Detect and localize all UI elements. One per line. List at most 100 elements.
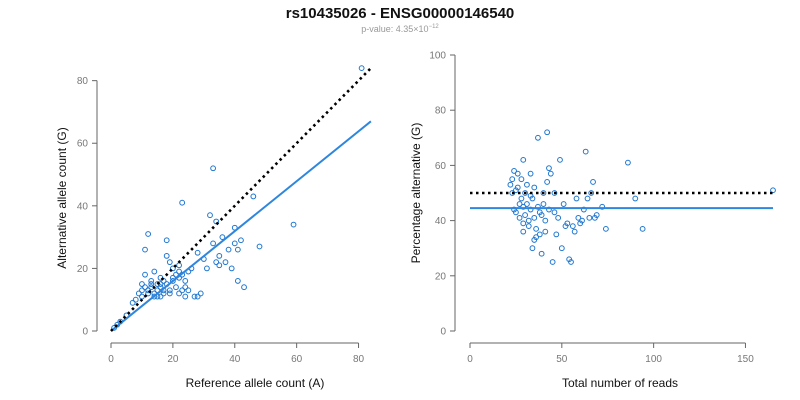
data-point	[148, 278, 155, 284]
data-point	[524, 181, 530, 188]
data-point	[551, 190, 558, 196]
data-point	[518, 195, 525, 202]
data-point	[513, 209, 519, 216]
data-point	[176, 290, 182, 297]
pvalue-exponent: −12	[428, 24, 439, 30]
data-point	[527, 170, 534, 177]
data-point	[154, 281, 161, 287]
data-point	[111, 324, 117, 331]
data-point	[509, 190, 516, 196]
data-point	[542, 228, 549, 235]
data-point	[507, 181, 514, 188]
data-point	[520, 228, 527, 235]
data-point	[139, 293, 145, 300]
data-point	[527, 206, 534, 213]
y-tick-label: 40	[435, 216, 447, 227]
data-point	[219, 234, 226, 241]
data-point	[213, 259, 220, 266]
y-tick-label: 60	[77, 139, 89, 150]
data-point	[135, 290, 142, 297]
data-point	[579, 217, 585, 224]
data-point	[139, 287, 145, 294]
data-point	[166, 290, 173, 297]
x-tick-label: 40	[229, 354, 241, 365]
data-point	[197, 290, 204, 297]
data-point	[185, 287, 192, 294]
data-point	[169, 265, 176, 272]
data-point	[173, 271, 179, 278]
data-point	[166, 287, 173, 294]
y-tick-label: 0	[440, 327, 446, 338]
data-point	[525, 217, 532, 224]
data-point	[547, 170, 554, 177]
data-point	[204, 265, 210, 272]
data-point	[540, 201, 547, 207]
data-point	[531, 184, 538, 191]
data-point	[179, 199, 186, 206]
data-point	[222, 259, 229, 266]
y-tick-label: 40	[77, 201, 89, 212]
data-point	[549, 259, 556, 265]
data-point	[163, 237, 170, 244]
data-point	[142, 284, 148, 291]
data-point	[216, 262, 223, 269]
data-point	[210, 165, 217, 172]
data-point	[520, 220, 527, 227]
data-point	[145, 290, 152, 297]
data-point	[533, 225, 540, 232]
pvalue-subtitle: p-value: 4.35×10−12	[0, 24, 800, 34]
data-point	[555, 214, 562, 221]
data-point	[157, 284, 164, 291]
data-point	[520, 156, 527, 163]
data-point	[509, 176, 516, 183]
data-point	[238, 237, 244, 244]
data-point	[522, 212, 528, 218]
data-point	[182, 293, 189, 300]
data-point	[142, 246, 148, 253]
data-point	[560, 201, 567, 207]
data-point	[569, 223, 576, 230]
x-tick-label: 20	[167, 354, 179, 365]
data-point	[593, 212, 600, 218]
data-point	[571, 228, 578, 235]
data-point	[511, 168, 517, 174]
data-point	[231, 240, 238, 247]
data-point	[250, 193, 257, 200]
data-point	[542, 217, 549, 224]
data-point	[166, 259, 173, 266]
data-point	[173, 284, 179, 291]
data-point	[163, 252, 170, 259]
data-point	[290, 221, 297, 228]
data-point	[160, 290, 167, 297]
data-point	[191, 293, 198, 300]
data-point	[148, 281, 155, 287]
data-point	[210, 240, 217, 247]
data-point	[568, 259, 574, 265]
data-point	[557, 156, 563, 163]
x-axis-label: Reference allele count (A)	[186, 376, 325, 390]
x-tick-label: 50	[556, 354, 568, 365]
data-point	[544, 129, 551, 136]
data-point	[599, 203, 606, 210]
data-point	[132, 296, 139, 303]
data-point	[256, 243, 263, 250]
data-point	[546, 206, 552, 213]
data-point	[540, 190, 547, 196]
data-point	[514, 170, 521, 177]
x-tick-label: 60	[291, 354, 303, 365]
y-tick-label: 80	[77, 76, 89, 87]
data-point	[602, 225, 609, 232]
data-point	[553, 231, 560, 238]
page-title: rs10435026 - ENSG00000146540	[285, 5, 515, 22]
x-tick-label: 100	[645, 354, 662, 365]
data-point	[207, 212, 213, 219]
data-point	[544, 179, 551, 185]
data-point	[770, 187, 776, 194]
y-tick-label: 0	[82, 327, 88, 338]
data-point	[194, 293, 201, 300]
x-tick-label: 150	[737, 354, 754, 365]
data-point	[533, 234, 540, 241]
data-point	[632, 195, 639, 202]
x-tick-label: 0	[108, 354, 114, 365]
